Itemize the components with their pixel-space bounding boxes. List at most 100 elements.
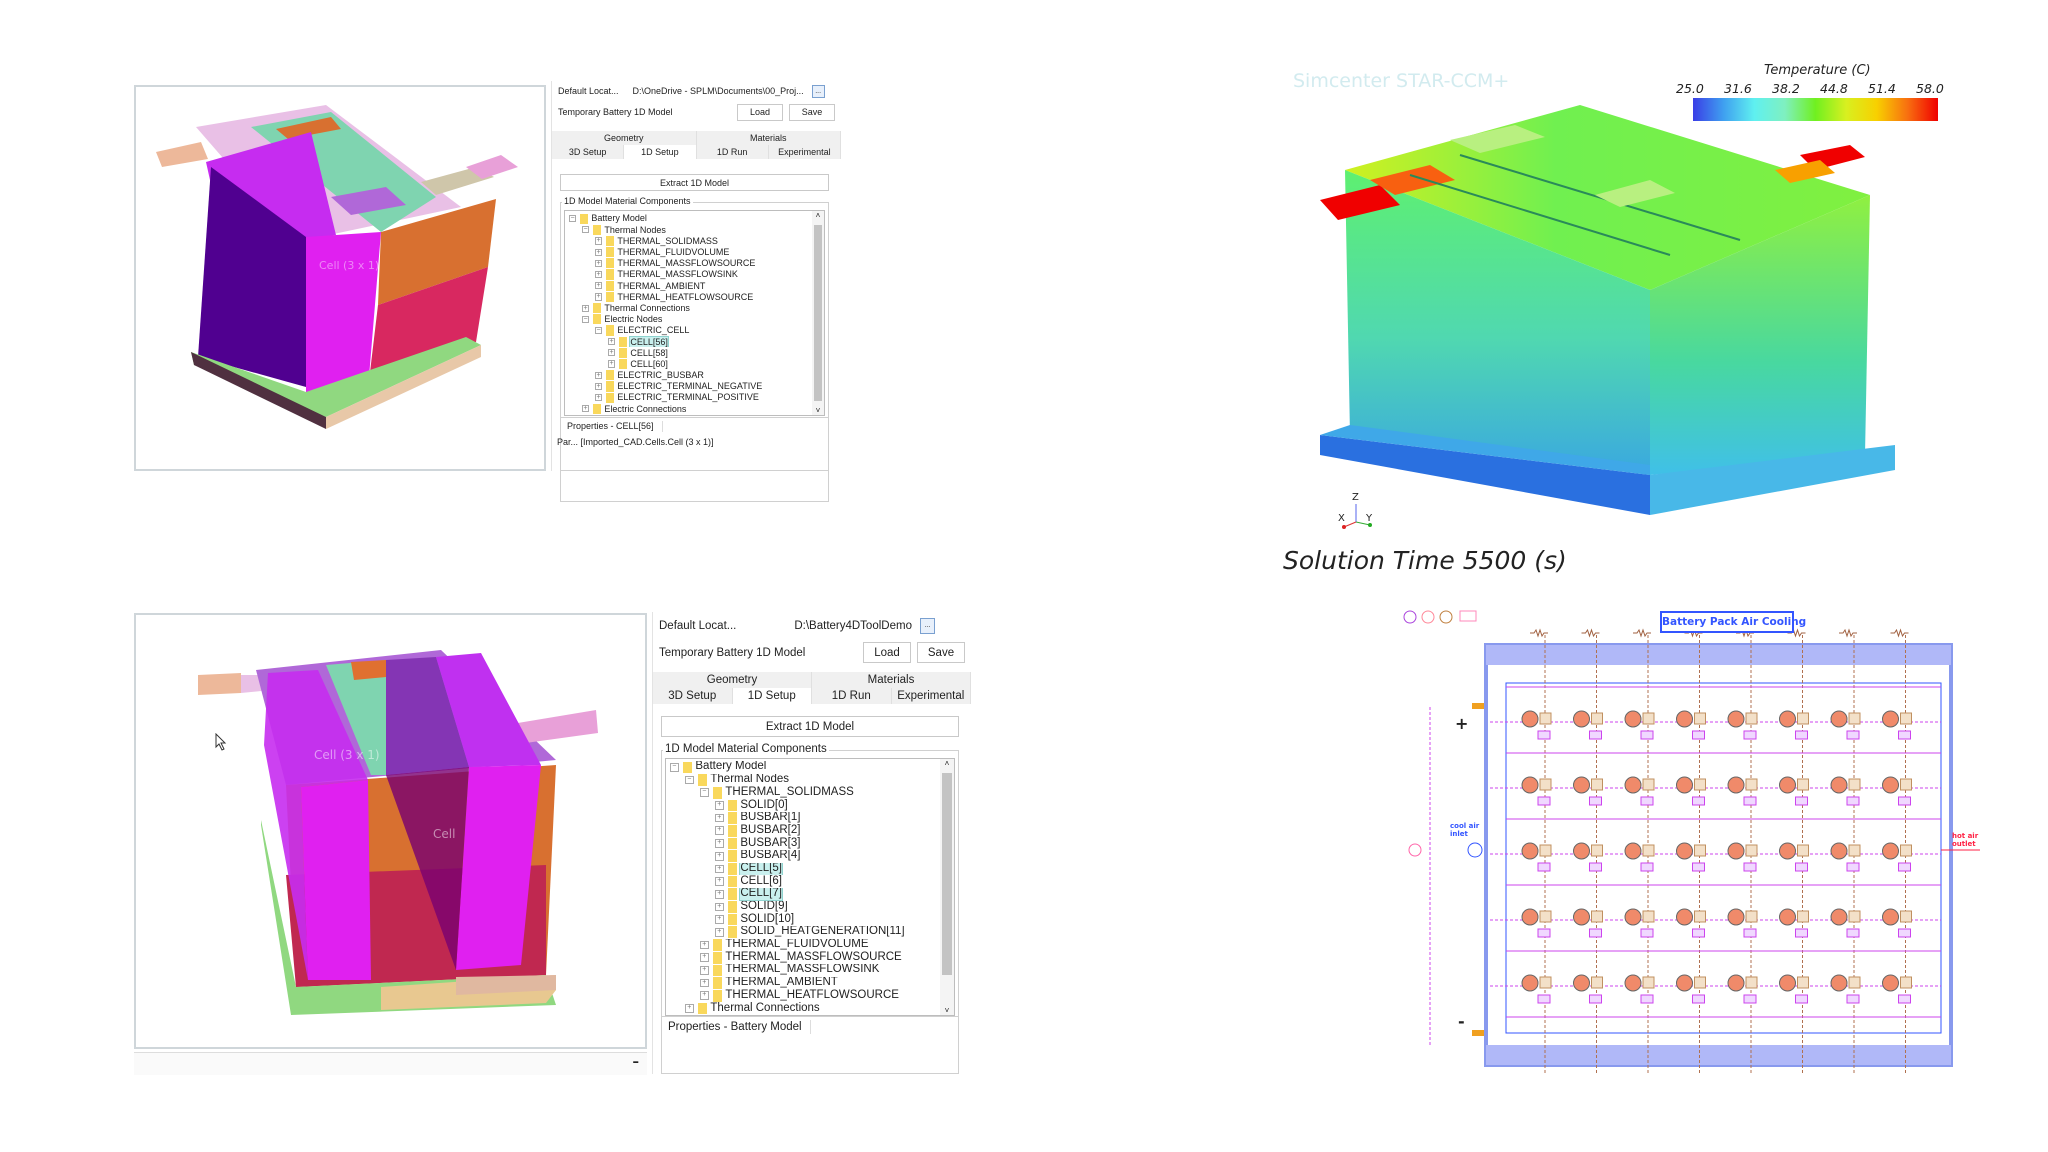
tree-node[interactable]: − THERMAL_SOLIDMASS <box>666 786 954 799</box>
browse-button[interactable]: ... <box>811 85 825 98</box>
tree-node[interactable]: + THERMAL_HEATFLOWSOURCE <box>666 989 954 1002</box>
minimize-button[interactable]: – <box>632 1055 640 1070</box>
tree-node[interactable]: + ELECTRIC_TERMINAL_NEGATIVE <box>565 381 824 392</box>
tree-scrollbar[interactable]: ˄ ˅ <box>940 759 954 1015</box>
expand-icon[interactable]: + <box>595 382 603 390</box>
expand-icon[interactable]: + <box>715 801 724 810</box>
tree-node[interactable]: + THERMAL_SOLIDMASS <box>565 235 824 247</box>
tree-node[interactable]: − Thermal Nodes <box>666 774 954 787</box>
tree-node[interactable]: + SOLID[10] <box>666 913 954 926</box>
collapse-icon[interactable]: − <box>700 788 709 798</box>
tree-node[interactable]: + CELL[5] <box>666 862 954 876</box>
collapse-icon[interactable]: − <box>582 226 590 234</box>
expand-icon[interactable]: + <box>700 978 709 988</box>
tab-geometry[interactable]: Geometry <box>552 131 697 145</box>
tree-node[interactable]: + THERMAL_MASSFLOWSOURCE <box>666 951 954 964</box>
collapse-icon[interactable]: − <box>670 763 679 772</box>
tree-node[interactable]: + BUSBAR[3] <box>666 837 954 850</box>
browse-button[interactable]: ... <box>919 618 936 634</box>
tab-3d-setup[interactable]: 3D Setup <box>552 145 625 159</box>
expand-icon[interactable]: + <box>715 889 724 899</box>
tree-node[interactable]: + THERMAL_AMBIENT <box>565 280 824 291</box>
expand-icon[interactable]: + <box>715 864 724 874</box>
tab-1d-setup[interactable]: 1D Setup <box>732 688 812 704</box>
expand-icon[interactable]: + <box>595 237 603 245</box>
tree-node[interactable]: + CELL[6] <box>666 875 954 888</box>
components-tree[interactable]: − Battery Model − Thermal Nodes + THERMA… <box>564 210 825 416</box>
expand-icon[interactable]: + <box>700 966 709 975</box>
tree-node[interactable]: + BUSBAR[4] <box>666 850 954 863</box>
tree-node[interactable]: + ELECTRIC_BUSBAR <box>565 370 824 381</box>
expand-icon[interactable]: + <box>685 1004 694 1013</box>
expand-icon[interactable]: + <box>715 813 724 823</box>
expand-icon[interactable]: + <box>595 270 603 279</box>
expand-icon[interactable]: + <box>582 304 590 312</box>
tree-node[interactable]: + THERMAL_FLUIDVOLUME <box>565 247 824 258</box>
expand-icon[interactable]: + <box>715 851 724 861</box>
expand-icon[interactable]: + <box>595 293 603 301</box>
tab-materials[interactable]: Materials <box>812 672 971 688</box>
tree-node[interactable]: + Thermal Connections <box>666 1002 954 1015</box>
tab-1d-setup[interactable]: 1D Setup <box>624 145 697 159</box>
load-button[interactable]: Load <box>863 642 911 663</box>
tab-geometry[interactable]: Geometry <box>653 672 812 688</box>
tree-node[interactable]: + BUSBAR[2] <box>666 824 954 837</box>
properties-tab[interactable]: Properties - CELL[56] <box>567 421 663 432</box>
expand-icon[interactable]: + <box>715 877 724 886</box>
expand-icon[interactable]: + <box>700 953 709 962</box>
expand-icon[interactable]: + <box>715 826 724 836</box>
expand-icon[interactable]: + <box>595 248 603 256</box>
tree-node[interactable]: + SOLID[0] <box>666 799 954 812</box>
tree-node[interactable]: + SOLID_HEATGENERATION[11] <box>666 926 954 939</box>
expand-icon[interactable]: + <box>608 360 616 368</box>
expand-icon[interactable]: + <box>715 927 724 937</box>
expand-icon[interactable]: + <box>608 349 616 357</box>
expand-icon[interactable]: + <box>715 839 724 848</box>
tree-node[interactable]: + THERMAL_MASSFLOWSINK <box>565 269 824 280</box>
expand-icon[interactable]: + <box>595 259 603 267</box>
tree-scrollbar[interactable]: ˄ ˅ <box>812 211 824 415</box>
tab-1d-run[interactable]: 1D Run <box>697 145 769 159</box>
expand-icon[interactable]: + <box>700 940 709 950</box>
expand-icon[interactable]: + <box>608 338 616 346</box>
expand-icon[interactable]: + <box>700 991 709 1001</box>
tree-node[interactable]: + THERMAL_MASSFLOWSINK <box>666 964 954 977</box>
tree-node[interactable]: + SOLID[9] <box>666 901 954 914</box>
expand-icon[interactable]: + <box>595 394 603 402</box>
load-button[interactable]: Load <box>737 104 783 121</box>
tree-node[interactable]: + CELL[56] <box>565 336 824 348</box>
viewport-3d-bottom[interactable]: Cell (3 x 1) Cell <box>134 613 647 1049</box>
tab-experimental[interactable]: Experimental <box>892 688 971 704</box>
extract-1d-model-button[interactable]: Extract 1D Model <box>560 174 829 191</box>
properties-tab[interactable]: Properties - Battery Model <box>668 1020 811 1034</box>
tree-node[interactable]: + CELL[58] <box>565 347 824 358</box>
tree-node[interactable]: + ELECTRIC_TERMINAL_POSITIVE <box>565 392 824 403</box>
components-tree[interactable]: − Battery Model − Thermal Nodes − THERMA… <box>665 758 955 1016</box>
expand-icon[interactable]: + <box>582 405 590 413</box>
collapse-icon[interactable]: − <box>685 775 694 785</box>
tab-materials[interactable]: Materials <box>697 131 841 145</box>
tree-node[interactable]: + CELL[60] <box>565 358 824 370</box>
tab-experimental[interactable]: Experimental <box>769 145 841 159</box>
tree-node[interactable]: − Electric Nodes <box>565 314 824 325</box>
expand-icon[interactable]: + <box>715 915 724 924</box>
tab-1d-run[interactable]: 1D Run <box>812 688 892 704</box>
tree-node[interactable]: − ELECTRIC_CELL <box>565 325 824 336</box>
tree-node[interactable]: + THERMAL_AMBIENT <box>666 977 954 990</box>
viewport-3d-top[interactable]: Cell (3 x 1) <box>134 85 546 471</box>
tree-node[interactable]: − Battery Model <box>565 213 824 224</box>
save-button[interactable]: Save <box>917 642 965 663</box>
collapse-icon[interactable]: − <box>595 326 603 335</box>
tree-node[interactable]: + THERMAL_HEATFLOWSOURCE <box>565 291 824 302</box>
tree-node[interactable]: + Electric Connections <box>565 403 824 414</box>
expand-icon[interactable]: + <box>595 282 603 290</box>
tree-node[interactable]: − Thermal Nodes <box>565 224 824 235</box>
tree-node[interactable]: + THERMAL_FLUIDVOLUME <box>666 939 954 952</box>
collapse-icon[interactable]: − <box>569 215 577 223</box>
tree-node[interactable]: + Thermal Connections <box>565 303 824 314</box>
tree-node[interactable]: + CELL[7] <box>666 887 954 901</box>
expand-icon[interactable]: + <box>595 371 603 379</box>
tree-node[interactable]: + BUSBAR[1] <box>666 812 954 825</box>
save-button[interactable]: Save <box>789 104 835 121</box>
expand-icon[interactable]: + <box>715 902 724 912</box>
